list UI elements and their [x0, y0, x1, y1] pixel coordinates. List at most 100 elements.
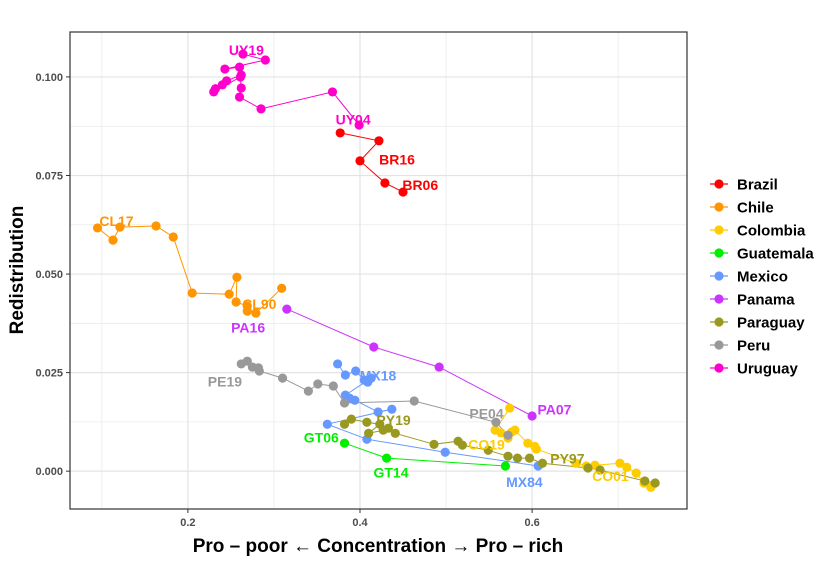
data-point-uruguay — [256, 104, 266, 114]
data-point-uruguay — [234, 92, 245, 102]
data-point-paraguay — [595, 465, 605, 475]
x-tick-label: 0.4 — [352, 517, 368, 529]
data-point-paraguay — [483, 445, 493, 455]
data-point-paraguay — [362, 417, 372, 427]
data-point-paraguay — [650, 478, 660, 488]
legend-label: Peru — [737, 338, 770, 355]
legend-item-guatemala: Guatemala — [710, 246, 814, 263]
legend-label: Panama — [737, 292, 795, 309]
point-label-co01: CO01 — [592, 468, 629, 484]
data-point-paraguay — [512, 453, 523, 463]
data-point-guatemala — [339, 438, 350, 448]
legend-label: Guatemala — [737, 246, 814, 263]
legend-key-point — [714, 363, 724, 373]
data-point-uruguay — [236, 83, 246, 93]
series-points — [92, 49, 660, 492]
data-point-paraguay — [429, 439, 439, 449]
data-point-guatemala — [500, 461, 511, 471]
legend-key-point — [714, 317, 724, 327]
point-label-pa16: PA16 — [231, 319, 265, 335]
data-point-chile — [151, 221, 161, 231]
data-point-mexico — [440, 447, 450, 457]
y-axis-ticks: 0.000 0.025 0.050 0.075 0.100 — [35, 72, 70, 478]
panel-border — [69, 31, 688, 510]
data-point-brazil — [335, 128, 345, 138]
point-label-pe19: PE19 — [208, 373, 242, 389]
data-point-peru — [313, 379, 323, 389]
point-label-cl90: CL90 — [242, 296, 276, 312]
data-point-colombia — [510, 425, 520, 435]
data-point-uruguay — [327, 87, 338, 97]
data-point-panama — [527, 411, 537, 421]
legend-key-point — [714, 248, 724, 258]
data-point-paraguay — [390, 428, 400, 438]
data-point-paraguay — [457, 440, 468, 450]
data-point-paraguay — [346, 414, 356, 424]
data-point-paraguay — [640, 476, 650, 486]
y-tick-label: 0.100 — [35, 72, 63, 84]
data-point-peru — [328, 381, 338, 391]
data-point-colombia — [505, 403, 515, 413]
data-point-colombia — [523, 438, 533, 448]
x-axis-title: Pro – poor ← Concentration → Pro – rich — [193, 536, 564, 557]
series-line-panama — [286, 308, 533, 417]
data-point-uruguay — [260, 55, 270, 65]
data-point-colombia — [631, 468, 641, 478]
legend-item-mexico: Mexico — [710, 269, 788, 286]
legend-label: Chile — [737, 200, 774, 217]
data-point-colombia — [622, 462, 632, 472]
legend-item-paraguay: Paraguay — [710, 315, 805, 332]
data-point-paraguay — [383, 423, 393, 433]
data-point-uruguay — [235, 72, 245, 82]
point-label-gt14: GT14 — [373, 464, 408, 480]
legend-item-brazil: Brazil — [710, 177, 778, 194]
data-point-paraguay — [537, 458, 548, 468]
legend-key-point — [714, 225, 724, 235]
data-point-uruguay — [209, 87, 219, 97]
data-point-chile — [277, 283, 287, 293]
data-point-panama — [434, 362, 444, 372]
data-point-peru — [242, 356, 252, 366]
data-point-uruguay — [220, 64, 230, 74]
data-point-peru — [491, 417, 501, 427]
point-label-gt06: GT06 — [304, 430, 339, 446]
data-point-uruguay — [354, 120, 364, 130]
y-tick-label: 0.000 — [35, 466, 63, 478]
y-tick-label: 0.050 — [35, 269, 63, 281]
data-point-uruguay — [217, 80, 227, 90]
data-point-brazil — [374, 136, 384, 146]
data-point-peru — [277, 373, 288, 383]
data-point-peru — [303, 386, 313, 396]
data-point-mexico — [350, 395, 360, 405]
legend-item-peru: Peru — [710, 338, 770, 355]
data-point-panama — [282, 304, 292, 314]
legend: Brazil Chile Colombia Guatemala Mexico Panama… — [710, 177, 814, 378]
legend-label: Mexico — [737, 269, 788, 286]
data-point-chile — [242, 306, 252, 316]
data-point-chile — [231, 297, 241, 307]
point-label-pe04: PE04 — [469, 406, 503, 422]
data-point-mexico — [387, 404, 397, 414]
point-label-mx84: MX84 — [506, 474, 543, 490]
data-point-uruguay — [234, 62, 245, 72]
data-point-peru — [339, 398, 350, 408]
x-tick-label: 0.6 — [524, 517, 539, 529]
data-point-paraguay — [583, 463, 593, 473]
data-point-guatemala — [382, 453, 392, 463]
legend-key-point — [714, 294, 724, 304]
data-point-chile — [168, 232, 178, 242]
legend-key-point — [714, 271, 724, 281]
legend-key-point — [714, 179, 724, 189]
data-point-peru — [503, 430, 513, 440]
data-point-chile — [251, 308, 261, 318]
point-label-br06: BR06 — [402, 177, 438, 193]
point-label-cl17: CL17 — [99, 213, 133, 229]
legend-item-uruguay: Uruguay — [710, 361, 799, 378]
data-point-paraguay — [364, 428, 374, 438]
legend-label: Brazil — [737, 177, 778, 194]
data-point-colombia — [531, 444, 542, 454]
point-labels: UY19 UY04 BR16 BR06 CL17 CL90 PA16 PE19 MX18 PY19… — [99, 42, 629, 490]
legend-item-colombia: Colombia — [710, 223, 806, 240]
